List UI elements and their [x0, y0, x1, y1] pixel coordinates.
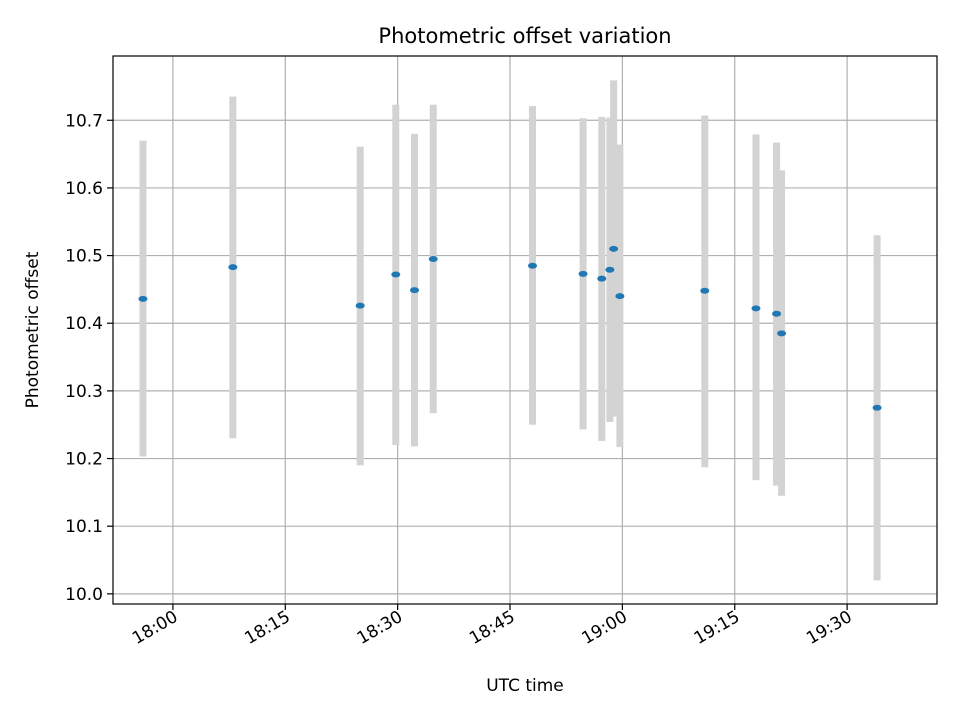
data-point [527, 262, 537, 269]
x-tick-label: 19:15 [691, 607, 743, 649]
y-tick-label: 10.7 [65, 111, 103, 131]
grid [113, 56, 937, 604]
y-tick-label: 10.0 [65, 585, 103, 605]
x-tick-label: 18:45 [466, 607, 518, 649]
x-tick-label: 18:00 [129, 607, 181, 649]
data-point [597, 275, 607, 282]
x-tick-label: 18:30 [354, 607, 406, 649]
data-point [772, 310, 782, 317]
data-point [578, 270, 588, 277]
chart-title: Photometric offset variation [378, 24, 671, 48]
data-point [355, 302, 365, 309]
data-points [138, 245, 882, 411]
data-point [410, 287, 420, 294]
x-tick-label: 19:00 [578, 607, 630, 649]
plot-frame [112, 55, 938, 605]
data-point [609, 245, 619, 252]
y-axis: 10.0 10.1 10.2 10.3 10.4 10.5 10.6 10.7 [65, 111, 113, 605]
data-point [228, 264, 238, 271]
y-tick-label: 10.1 [65, 517, 103, 537]
data-point [605, 266, 615, 273]
data-point [615, 293, 625, 300]
x-axis-label: UTC time [486, 676, 564, 696]
y-tick-label: 10.3 [65, 382, 103, 402]
x-tick-label: 18:15 [241, 607, 293, 649]
data-point [391, 271, 401, 278]
x-axis: 18:00 18:15 18:30 18:45 19:00 19:15 19:30 [129, 604, 856, 649]
data-point [138, 295, 148, 302]
data-point [751, 305, 761, 312]
data-point [700, 287, 710, 294]
data-point [872, 404, 882, 411]
x-tick-label: 19:30 [803, 607, 855, 649]
data-point [428, 255, 438, 262]
y-tick-label: 10.5 [65, 247, 103, 267]
y-tick-label: 10.2 [65, 450, 103, 470]
y-tick-label: 10.4 [65, 314, 103, 334]
y-axis-label: Photometric offset [23, 251, 43, 408]
y-tick-label: 10.6 [65, 179, 103, 199]
data-point [777, 330, 787, 337]
